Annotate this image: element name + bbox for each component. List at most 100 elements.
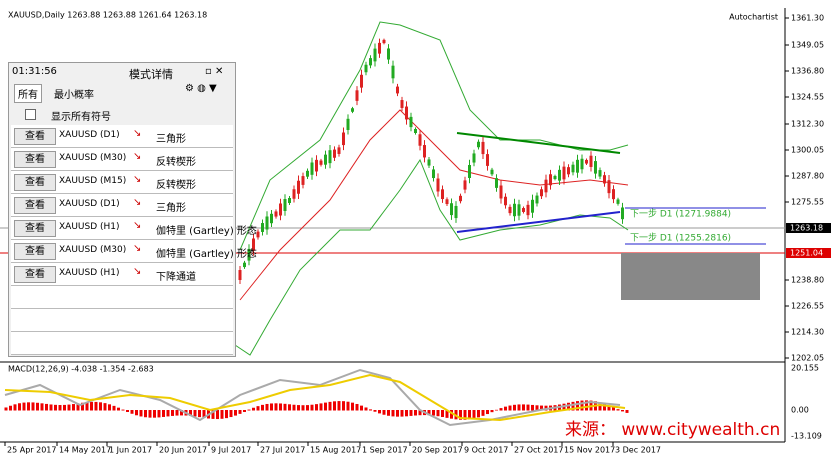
macd-bar — [459, 410, 462, 420]
macd-bar — [432, 410, 435, 416]
candle — [598, 170, 602, 177]
candle — [256, 231, 260, 238]
macd-bar — [585, 400, 588, 411]
macd-bar — [369, 409, 372, 411]
pattern-panel: 01:31:56 模式详情 ▫ ✕ 所有 最小概率 ⚙ ◍ ▼ 显示所有符号 查… — [8, 62, 257, 357]
candle — [454, 205, 458, 219]
macd-bar — [414, 410, 417, 416]
view-button[interactable]: 查看 — [14, 174, 56, 191]
candle — [499, 185, 503, 199]
candle — [459, 195, 462, 202]
candle — [351, 108, 354, 112]
macd-bar — [535, 405, 539, 411]
candle — [283, 199, 287, 211]
macd-bar — [27, 402, 30, 411]
macd-bar — [382, 410, 386, 415]
macd-bar — [283, 403, 287, 411]
macd-bar — [63, 404, 66, 411]
macd-bar — [378, 410, 381, 414]
candle — [562, 166, 566, 180]
symbol: XAUUSD (M30) — [59, 153, 127, 163]
macd-bar — [144, 410, 147, 418]
candle — [288, 197, 291, 204]
macd-bar — [81, 402, 84, 411]
candle — [270, 213, 273, 224]
pattern-icon: ↘ — [133, 197, 142, 208]
macd-bar — [45, 403, 48, 411]
candle — [553, 175, 557, 180]
macd-bar — [36, 402, 39, 411]
candle — [342, 132, 345, 146]
macd-bar — [108, 404, 111, 411]
view-button[interactable]: 查看 — [14, 197, 56, 214]
row: 查看 XAUUSD (H1) ↘ 下降通道 — [11, 263, 233, 286]
macd-bar — [202, 410, 206, 418]
macd-bar — [567, 402, 570, 411]
candle — [238, 270, 242, 280]
macd-bar — [18, 403, 21, 411]
window-icons[interactable]: ▫ ✕ — [205, 66, 224, 77]
candle — [252, 238, 255, 251]
pattern-icon: ↘ — [133, 174, 142, 185]
row — [11, 309, 233, 332]
show-all: 显示所有符号 — [51, 112, 111, 123]
row: 查看 XAUUSD (D1) ↘ 三角形 — [11, 125, 233, 148]
symbol: XAUUSD (H1) — [59, 268, 120, 278]
candles — [238, 38, 624, 284]
macd-bar — [72, 404, 75, 411]
candle — [612, 189, 615, 200]
pattern: 三角形 — [156, 203, 186, 214]
candle — [504, 196, 507, 206]
macd-bar — [472, 410, 476, 419]
macd-bar — [58, 405, 62, 411]
candle — [472, 153, 476, 163]
macd-bar — [328, 401, 332, 411]
candle — [621, 207, 624, 220]
macd-bar — [139, 410, 143, 417]
macd-bar — [31, 402, 35, 411]
signal-line — [4, 373, 626, 422]
candle — [324, 154, 327, 165]
toolbar-icons[interactable]: ⚙ ◍ ▼ — [185, 83, 217, 94]
macd-bar — [616, 409, 620, 411]
macd-tick-label: -13.109 — [791, 432, 822, 441]
candle — [508, 206, 512, 214]
macd-bar — [112, 405, 116, 411]
macd-bar — [468, 410, 471, 420]
macd-bar — [513, 404, 516, 411]
view-button[interactable]: 查看 — [14, 128, 56, 145]
price-tick-label: 1202.05 — [791, 354, 824, 363]
macd-bar — [49, 404, 53, 411]
view-button[interactable]: 查看 — [14, 220, 56, 237]
macd-bar — [243, 410, 246, 412]
macd-bar — [409, 410, 413, 416]
date-label: 20 Sep 2017 — [412, 446, 463, 455]
macd-bar — [117, 407, 120, 411]
candle — [261, 223, 264, 232]
macd-bar — [355, 403, 359, 411]
candle — [436, 178, 440, 192]
macd-bar — [270, 403, 273, 411]
price-tick-label: 1214.30 — [791, 328, 824, 337]
candle — [292, 189, 296, 199]
checkbox[interactable] — [25, 109, 36, 120]
view-button[interactable]: 查看 — [14, 266, 56, 283]
candle — [319, 160, 323, 165]
macd-bar — [229, 410, 233, 418]
macd-bar — [279, 403, 282, 411]
macd-bar — [211, 410, 215, 419]
view-button[interactable]: 查看 — [14, 243, 56, 260]
candle — [306, 170, 309, 177]
macd-bar — [85, 402, 89, 411]
date-label: 1 Jun 2017 — [109, 446, 152, 455]
symbol-info: XAUUSD,Daily 1263.88 1263.88 1261.64 126… — [8, 11, 207, 20]
macd-bar — [130, 410, 134, 414]
view-button[interactable]: 查看 — [14, 151, 56, 168]
macd-bar — [162, 410, 165, 417]
candle — [490, 169, 494, 175]
macd-bar — [396, 410, 399, 417]
candle — [315, 159, 318, 172]
candle — [535, 195, 539, 204]
filter-dropdown[interactable]: 所有 — [14, 84, 42, 103]
macd-bar — [148, 410, 152, 418]
